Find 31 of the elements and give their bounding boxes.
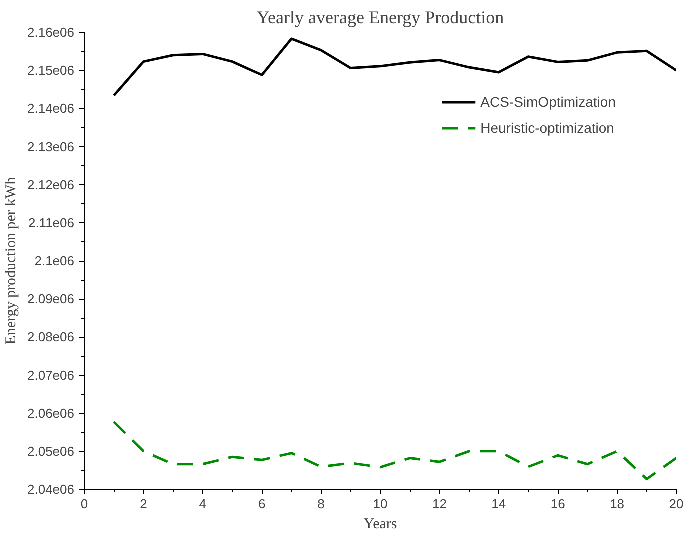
x-tick-label: 6: [258, 496, 266, 512]
x-axis-title: Years: [364, 516, 398, 532]
y-tick-label: 2.04e06: [28, 482, 75, 497]
x-tick-label: 0: [80, 496, 88, 512]
y-tick-label: 2.14e06: [28, 101, 75, 116]
y-tick-label: 2.12e06: [28, 177, 75, 192]
y-tick-label: 2.05e06: [28, 444, 75, 459]
line-series: [112, 420, 676, 480]
y-tick-label: 2.08e06: [28, 330, 75, 345]
y-tick-label: 2.09e06: [28, 292, 75, 307]
chart-title: Yearly average Energy Production: [256, 8, 504, 28]
x-tick-label: 20: [669, 496, 684, 512]
legend-label: Heuristic-optimization: [480, 120, 614, 136]
y-tick-label: 2.07e06: [28, 368, 75, 383]
y-tick-label: 2.15e06: [28, 63, 75, 78]
x-tick-label: 16: [550, 496, 566, 512]
x-tick-label: 4: [199, 496, 207, 512]
x-tick-label: 12: [432, 496, 447, 512]
x-tick-label: 14: [492, 496, 506, 512]
x-tick-label: 2: [140, 496, 148, 512]
line-series: [112, 38, 676, 97]
y-tick-label: 2.11e06: [28, 215, 75, 230]
y-axis-title: Energy production per kWh: [4, 176, 20, 345]
y-tick-label: 2.1e06: [34, 254, 75, 268]
y-tick-label: 2.13e06: [28, 139, 75, 154]
y-tick-label: 2.06e06: [28, 406, 75, 421]
y-tick-label: 2.16e06: [28, 25, 75, 40]
x-tick-label: 18: [610, 496, 625, 512]
x-tick-label: 8: [318, 496, 325, 512]
x-tick-label: 10: [373, 496, 388, 512]
legend-label: ACS-SimOptimization: [480, 94, 616, 110]
